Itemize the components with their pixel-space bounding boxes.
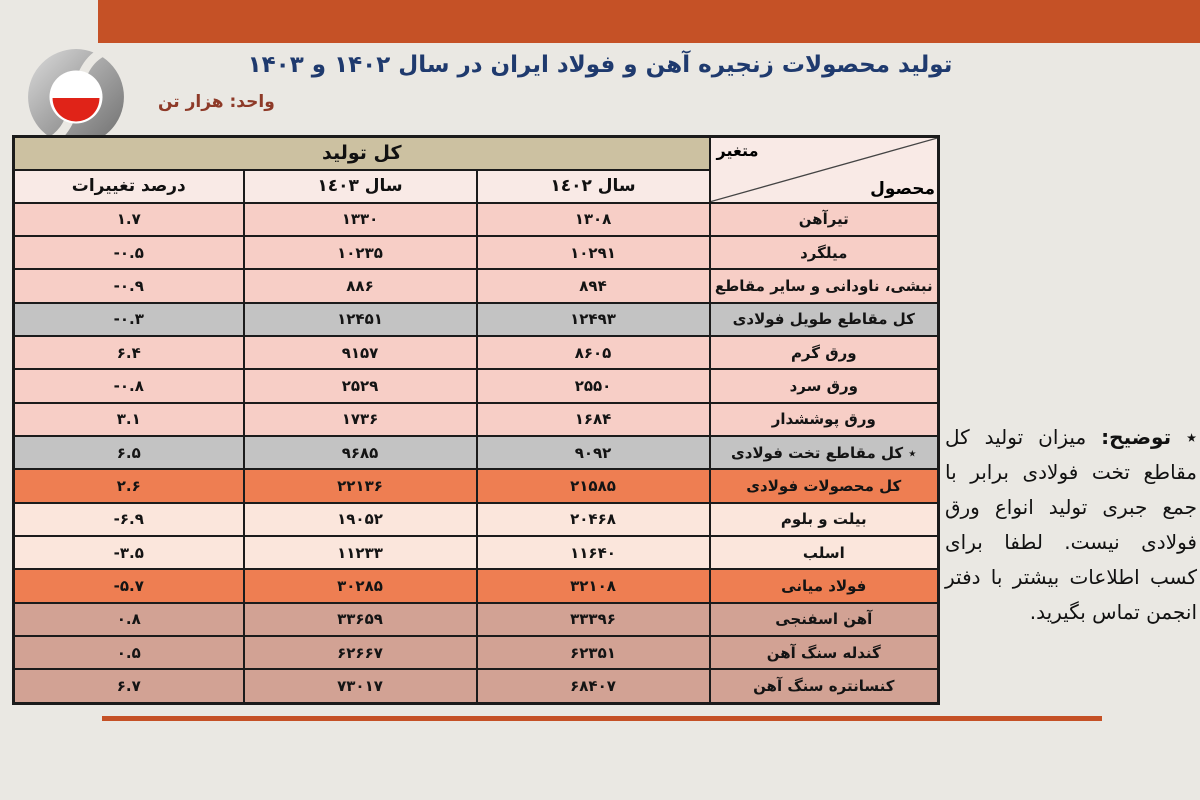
association-logo-icon xyxy=(16,46,136,148)
value-1402-cell: ۱۱۶۴۰ xyxy=(475,534,711,571)
value-1403-cell: ۷۳۰۱۷ xyxy=(242,668,478,705)
top-banner-bar xyxy=(98,0,1200,43)
value-1403-cell: ۱۳۳۰ xyxy=(242,201,478,237)
value-1403-cell: ۱۲۴۵۱ xyxy=(242,301,478,337)
value-1402-cell: ۱۶۸۴ xyxy=(475,401,711,437)
value-1403-cell: ۲۵۲۹ xyxy=(242,368,478,404)
change-percent-cell: ۰.۸ xyxy=(12,601,245,637)
product-cell: اسلب xyxy=(708,534,940,571)
product-cell: ورق پوششدار xyxy=(708,401,940,437)
product-cell: کل مقاطع طویل فولادی xyxy=(708,301,940,337)
footnote-label: توضیح: xyxy=(1101,425,1172,449)
table-row: کنسانتره سنگ آهن ۶۸۴۰۷ ۷۳۰۱۷ ۶.۷ xyxy=(12,668,940,705)
table-row: آهن اسفنجی ۳۳۳۹۶ ۳۳۶۵۹ ۰.۸ xyxy=(12,601,940,637)
value-1403-cell: ۱۹۰۵۲ xyxy=(242,501,478,537)
footnote: ٭ توضیح: میزان تولید کل مقاطع تخت فولادی… xyxy=(945,420,1197,630)
product-cell: آهن اسفنجی xyxy=(708,601,940,637)
product-cell: میلگرد xyxy=(708,234,940,271)
corner-variable-label: متغیر xyxy=(716,141,759,160)
total-production-header: کل تولید xyxy=(12,135,711,171)
product-cell: گندله سنگ آهن xyxy=(708,634,940,671)
table-row: ورق سرد ۲۵۵۰ ۲۵۲۹ -۰.۸ xyxy=(12,368,940,404)
bottom-divider-line xyxy=(102,716,1102,721)
value-1402-cell: ۸۶۰۵ xyxy=(475,334,711,371)
value-1403-cell: ۳۰۲۸۵ xyxy=(242,568,478,604)
change-percent-cell: -۰.۵ xyxy=(12,234,245,271)
value-1402-cell: ۲۱۵۸۵ xyxy=(475,468,711,504)
change-percent-cell: ۱.۷ xyxy=(12,201,245,237)
product-cell: ورق سرد xyxy=(708,368,940,404)
value-1403-cell: ۱۷۳۶ xyxy=(242,401,478,437)
production-table: متغیر محصول کل تولید سال ١٤٠٢ سال ١٤٠٣ د… xyxy=(12,135,941,705)
table-row: ورق گرم ۸۶۰۵ ۹۱۵۷ ۶.۴ xyxy=(12,334,940,371)
product-cell: بیلت و بلوم xyxy=(708,501,940,537)
value-1402-cell: ۸۹۴ xyxy=(475,268,711,304)
value-1403-cell: ۸۸۶ xyxy=(242,268,478,304)
change-percent-cell: -۰.۹ xyxy=(12,268,245,304)
value-1403-cell: ۹۱۵۷ xyxy=(242,334,478,371)
column-header-change-percent: درصد تغییرات xyxy=(12,168,245,204)
value-1403-cell: ۶۲۶۶۷ xyxy=(242,634,478,671)
corner-product-label: محصول xyxy=(870,178,936,199)
value-1402-cell: ۲۵۵۰ xyxy=(475,368,711,404)
table-row: تیرآهن ۱۳۰۸ ۱۳۳۰ ۱.۷ xyxy=(12,201,940,237)
table-row: نبشی، ناودانی و سایر مقاطع ۸۹۴ ۸۸۶ -۰.۹ xyxy=(12,268,940,304)
product-cell: تیرآهن xyxy=(708,201,940,237)
table-row: ٭ کل مقاطع تخت فولادی ۹۰۹۲ ۹۶۸۵ ۶.۵ xyxy=(12,434,940,471)
change-percent-cell: ۶.۵ xyxy=(12,434,245,471)
value-1403-cell: ۹۶۸۵ xyxy=(242,434,478,471)
value-1403-cell: ۱۰۲۳۵ xyxy=(242,234,478,271)
table-row: بیلت و بلوم ۲۰۴۶۸ ۱۹۰۵۲ -۶.۹ xyxy=(12,501,940,537)
change-percent-cell: -۶.۹ xyxy=(12,501,245,537)
table-row: ورق پوششدار ۱۶۸۴ ۱۷۳۶ ۳.۱ xyxy=(12,401,940,437)
value-1402-cell: ۱۲۴۹۳ xyxy=(475,301,711,337)
change-percent-cell: -۰.۸ xyxy=(12,368,245,404)
page-title: تولید محصولات زنجیره آهن و فولاد ایران د… xyxy=(247,52,953,78)
unit-label: واحد: هزار تن xyxy=(158,92,275,112)
table-row: کل محصولات فولادی ۲۱۵۸۵ ۲۲۱۳۶ ۲.۶ xyxy=(12,468,940,504)
change-percent-cell: ۶.۷ xyxy=(12,668,245,705)
change-percent-cell: -۳.۵ xyxy=(12,534,245,571)
change-percent-cell: -۵.۷ xyxy=(12,568,245,604)
product-cell: کنسانتره سنگ آهن xyxy=(708,668,940,705)
value-1402-cell: ۳۲۱۰۸ xyxy=(475,568,711,604)
footnote-star: ٭ xyxy=(1186,425,1197,449)
table-row: کل مقاطع طویل فولادی ۱۲۴۹۳ ۱۲۴۵۱ -۰.۳ xyxy=(12,301,940,337)
table-row: اسلب ۱۱۶۴۰ ۱۱۲۳۳ -۳.۵ xyxy=(12,534,940,571)
diagonal-divider xyxy=(711,138,937,201)
corner-header-cell: متغیر محصول xyxy=(708,135,940,204)
value-1403-cell: ۱۱۲۳۳ xyxy=(242,534,478,571)
table-group-header-row: متغیر محصول کل تولید xyxy=(12,135,940,204)
value-1402-cell: ۲۰۴۶۸ xyxy=(475,501,711,537)
table-row: گندله سنگ آهن ۶۲۳۵۱ ۶۲۶۶۷ ۰.۵ xyxy=(12,634,940,671)
product-cell: فولاد میانی xyxy=(708,568,940,604)
value-1402-cell: ۱۳۰۸ xyxy=(475,201,711,237)
value-1403-cell: ۳۳۶۵۹ xyxy=(242,601,478,637)
product-cell: کل محصولات فولادی xyxy=(708,468,940,504)
change-percent-cell: ۲.۶ xyxy=(12,468,245,504)
change-percent-cell: ۳.۱ xyxy=(12,401,245,437)
change-percent-cell: ۶.۴ xyxy=(12,334,245,371)
value-1403-cell: ۲۲۱۳۶ xyxy=(242,468,478,504)
footnote-text: میزان تولید کل مقاطع تخت فولادی برابر با… xyxy=(945,425,1197,624)
value-1402-cell: ۱۰۲۹۱ xyxy=(475,234,711,271)
table-row: فولاد میانی ۳۲۱۰۸ ۳۰۲۸۵ -۵.۷ xyxy=(12,568,940,604)
change-percent-cell: ۰.۵ xyxy=(12,634,245,671)
value-1402-cell: ۹۰۹۲ xyxy=(475,434,711,471)
table-column-header-row: سال ١٤٠٢ سال ١٤٠٣ درصد تغییرات xyxy=(12,168,939,204)
change-percent-cell: -۰.۳ xyxy=(12,301,245,337)
product-cell: ٭ کل مقاطع تخت فولادی xyxy=(708,434,940,471)
table-row: میلگرد ۱۰۲۹۱ ۱۰۲۳۵ -۰.۵ xyxy=(12,234,940,271)
product-cell: ورق گرم xyxy=(708,334,940,371)
product-cell: نبشی، ناودانی و سایر مقاطع xyxy=(708,268,940,304)
value-1402-cell: ۳۳۳۹۶ xyxy=(475,601,711,637)
value-1402-cell: ۶۸۴۰۷ xyxy=(475,668,711,705)
column-header-year-1403: سال ١٤٠٣ xyxy=(242,168,478,204)
column-header-year-1402: سال ١٤٠٢ xyxy=(475,168,711,204)
value-1402-cell: ۶۲۳۵۱ xyxy=(475,634,711,671)
